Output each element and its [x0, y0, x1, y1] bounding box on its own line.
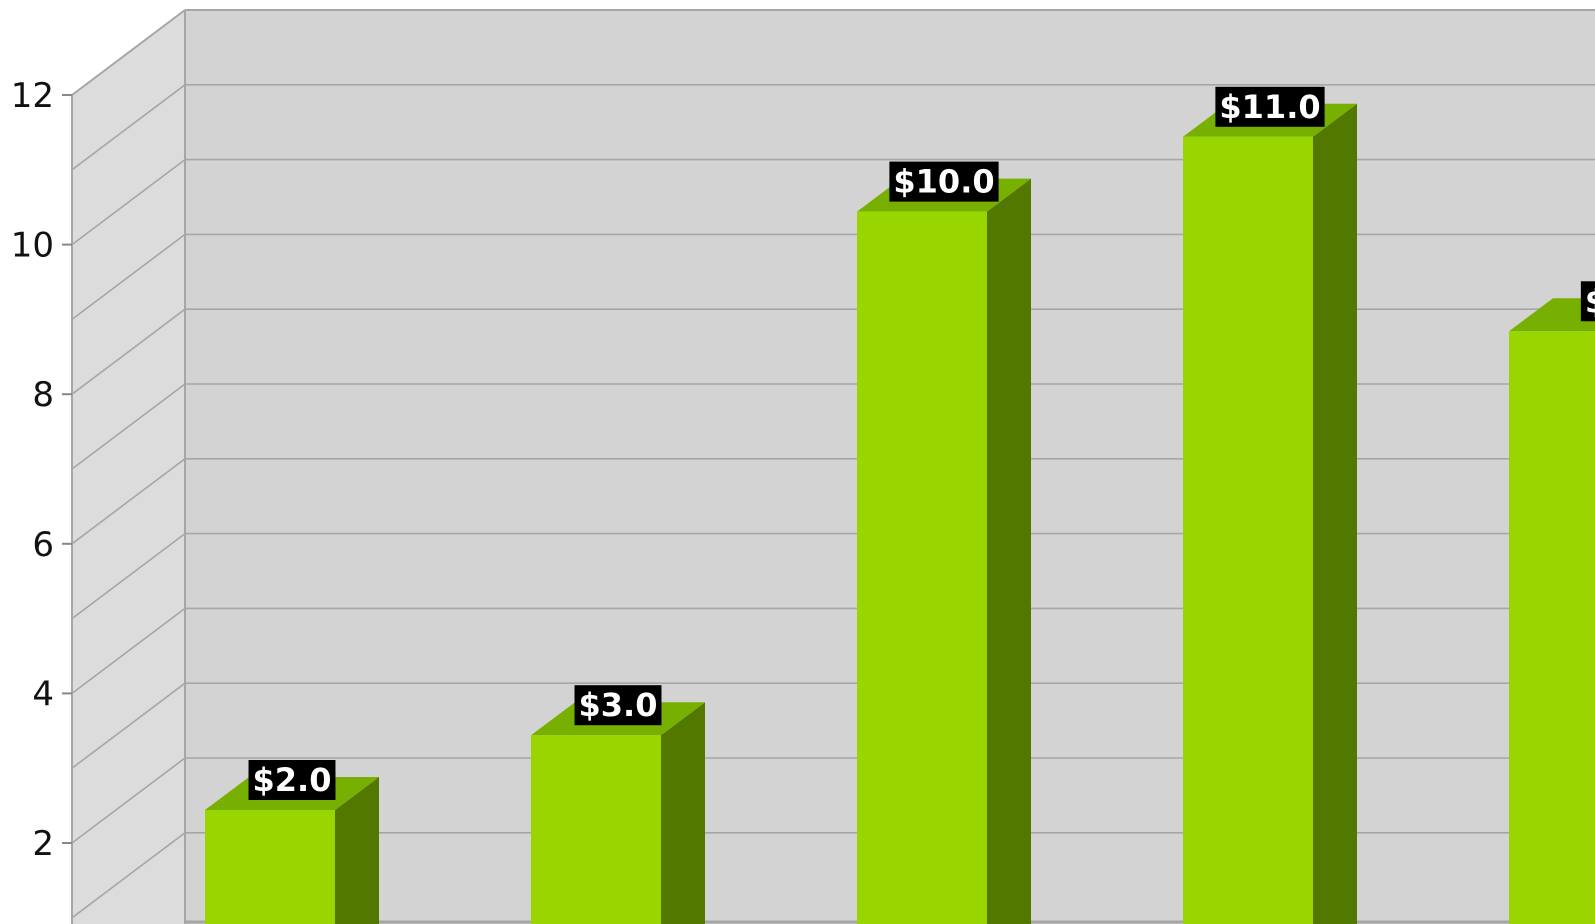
gridline-depth [71, 607, 186, 695]
bar-front-face [205, 810, 335, 924]
bar-side-face [335, 777, 379, 924]
bar-side-face [661, 702, 705, 924]
gridline-depth [71, 383, 186, 470]
gridline-depth [71, 84, 186, 171]
bar [531, 702, 705, 924]
data-label-text: $ [1585, 282, 1595, 320]
gridline-depth [71, 682, 186, 769]
gridline-depth [71, 158, 186, 246]
data-labels: $2.0 $3.0 $10.0 $11.0 $ [248, 86, 1595, 800]
bars [205, 103, 1595, 924]
y-tick-label: 12 [11, 76, 54, 116]
bar [1509, 298, 1595, 924]
side-wall-top-edge [71, 9, 186, 96]
data-label: $11.0 [1215, 86, 1325, 127]
bar [1183, 103, 1357, 924]
gridline-depth [71, 532, 186, 620]
data-label: $3.0 [574, 685, 662, 726]
data-label-background [889, 161, 999, 202]
gridline-depth [71, 458, 186, 545]
data-label-background [248, 760, 336, 800]
bar-top-face [1509, 298, 1595, 332]
gridline-depth [71, 233, 186, 321]
y-tick-label: 4 [32, 674, 54, 714]
plot-side-wall [72, 10, 185, 924]
gridline-depth [71, 308, 186, 395]
bar [857, 178, 1031, 924]
gridline-depth [71, 757, 186, 844]
data-label: $10.0 [889, 161, 999, 202]
y-tick-label: 6 [32, 525, 54, 565]
data-label: $ [1580, 281, 1595, 322]
bar-side-face [987, 178, 1031, 924]
bar-front-face [1183, 136, 1313, 924]
gridline-depth [71, 832, 186, 919]
y-tick-label: 10 [11, 226, 54, 266]
data-label-background [574, 685, 662, 726]
data-label-text: $3.0 [579, 686, 658, 724]
data-label-background [1580, 281, 1595, 322]
y-axis: 2 4 6 8 10 12 [11, 76, 72, 864]
bar-front-face [1509, 331, 1595, 924]
bar-front-face [857, 211, 987, 924]
data-label-text: $11.0 [1219, 88, 1320, 126]
y-tick-label: 8 [32, 375, 54, 415]
data-label-text: $2.0 [253, 761, 332, 799]
bar-side-face [1313, 103, 1357, 924]
data-label-background [1215, 86, 1325, 127]
data-label-text: $10.0 [893, 163, 994, 201]
data-label: $2.0 [248, 760, 336, 800]
bar-front-face [531, 735, 661, 924]
y-tick-label: 2 [32, 824, 54, 864]
